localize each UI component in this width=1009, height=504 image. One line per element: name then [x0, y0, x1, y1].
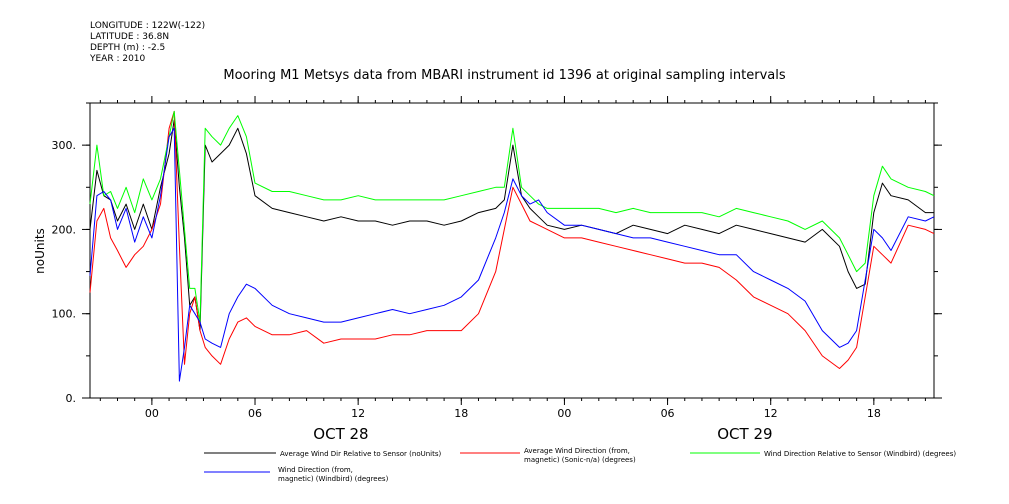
- plot-frame: [89, 102, 935, 399]
- day-label: OCT 29: [717, 425, 772, 443]
- chart-title: Mooring M1 Metsys data from MBARI instru…: [223, 68, 786, 83]
- x-tick-label: 00: [145, 407, 159, 420]
- y-tick-label: 300.: [52, 139, 77, 152]
- y-tick-label: 100.: [52, 308, 77, 321]
- year-label: YEAR : 2010: [90, 54, 146, 64]
- x-tick-label: 18: [454, 407, 468, 420]
- legend-label-2: Wind Direction Relative to Sensor (Windb…: [764, 450, 956, 458]
- x-tick-label: 06: [661, 407, 675, 420]
- legend-label-0: Average Wind Dir Relative to Sensor (noU…: [280, 450, 441, 458]
- x-tick-label: 12: [764, 407, 778, 420]
- metadata-block: LONGITUDE : 122W(-122) LATITUDE : 36.8N …: [90, 21, 205, 65]
- x-tick-label: 06: [248, 407, 262, 420]
- latitude-label: LATITUDE : 36.8N: [90, 32, 170, 42]
- y-tick-label: 200.: [52, 223, 77, 236]
- series-line-3: [89, 127, 935, 382]
- y-tick-label: 0.: [66, 392, 77, 405]
- y-axis-label: noUnits: [33, 228, 47, 274]
- legend-label-3: magnetic) (Windbird) (degrees): [278, 475, 389, 483]
- depth-label: DEPTH (m) : -2.5: [90, 43, 166, 53]
- series-line-0: [89, 119, 934, 332]
- series-line-1: [89, 110, 935, 369]
- day-label: OCT 28: [313, 425, 368, 443]
- x-tick-label: 00: [557, 407, 571, 420]
- series-line-2: [89, 110, 935, 323]
- legend-label-3: Wind Direction (from,: [278, 466, 353, 474]
- longitude-label: LONGITUDE : 122W(-122): [90, 21, 206, 31]
- legend-label-1: magnetic) (Sonic-n/a) (degrees): [524, 456, 636, 464]
- x-tick-label: 18: [867, 407, 881, 420]
- x-tick-label: 12: [351, 407, 365, 420]
- legend-label-1: Average Wind Direction (from,: [524, 447, 630, 455]
